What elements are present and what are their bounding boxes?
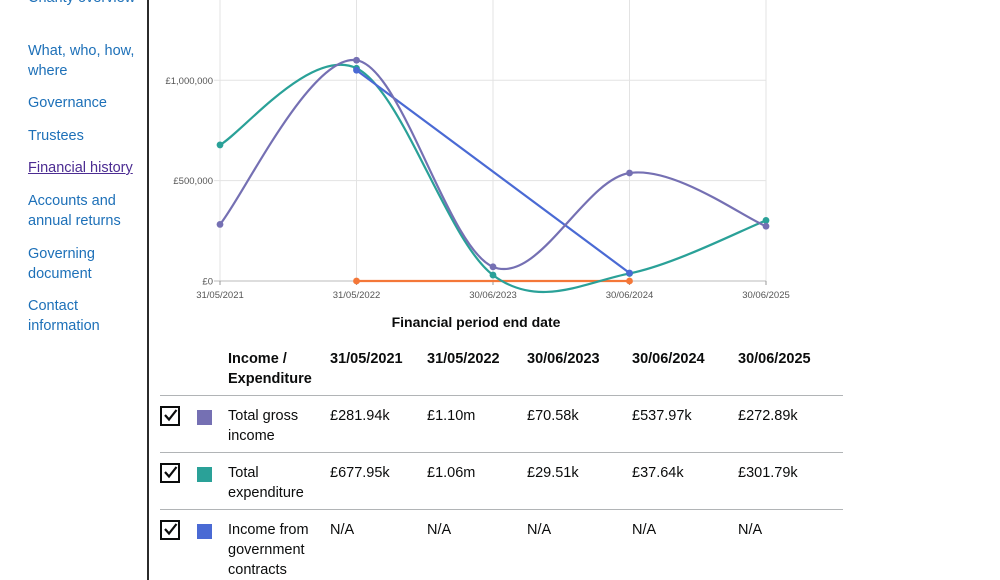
table-header-col-5: 30/06/2025 [738, 351, 811, 367]
cell-value: N/A [738, 522, 763, 538]
row-label: Total expenditure [228, 465, 304, 501]
sidebar-item-charity-overview[interactable]: Charity overview [28, 0, 143, 8]
row-label: Income from government contracts [228, 522, 309, 578]
checkmark-icon [164, 523, 178, 536]
chart-series [216, 56, 770, 294]
series-color-swatch [197, 524, 212, 539]
table-header-col-3: 30/06/2023 [527, 351, 600, 367]
sidebar-divider [147, 0, 149, 580]
checkmark-icon [164, 409, 178, 422]
row-label: Total gross income [228, 408, 299, 444]
series-color-swatch [197, 410, 212, 425]
sidebar-item-accounts-and-annual-returns[interactable]: Accounts and annual returns [28, 193, 121, 229]
sidebar-item-contact-information[interactable]: Contact information [28, 298, 100, 334]
cell-value: £301.79k [738, 465, 798, 481]
x-axis-title: Financial period end date [392, 314, 561, 330]
sidebar-item-governing-document[interactable]: Governing document [28, 246, 95, 282]
y-tick-label: £0 [202, 277, 213, 288]
cell-value: N/A [527, 522, 552, 538]
checkmark-icon [164, 466, 178, 479]
data-point [216, 221, 224, 228]
data-point [353, 66, 360, 74]
data-point [762, 222, 770, 230]
data-point [626, 269, 633, 277]
y-axis-ticks: £0 £500,000 £1,000,000 [165, 76, 213, 288]
y-tick-label: £500,000 [173, 176, 213, 187]
series-line [219, 59, 767, 271]
cell-value: £272.89k [738, 408, 798, 424]
data-point [626, 169, 633, 177]
row-checkbox[interactable] [160, 406, 180, 426]
data-point [489, 271, 497, 279]
data-point [216, 141, 224, 149]
table-header-col-4: 30/06/2024 [632, 351, 705, 367]
chart-grid [214, 0, 767, 282]
sidebar-nav: Charity overview What, who, how, where G… [0, 0, 148, 580]
series-line [355, 69, 631, 274]
x-tick-label: 31/05/2021 [196, 290, 244, 301]
table-divider [160, 395, 843, 396]
cell-value: £70.58k [527, 408, 579, 424]
x-tick-label: 30/06/2024 [606, 290, 654, 301]
cell-value: N/A [427, 522, 452, 538]
cell-value: £281.94k [330, 408, 390, 424]
x-tick-label: 31/05/2022 [333, 290, 381, 301]
table-divider [160, 509, 843, 510]
table-header-col-2: 31/05/2022 [427, 351, 500, 367]
cell-value: N/A [330, 522, 355, 538]
x-axis-ticks: 31/05/2021 31/05/2022 30/06/2023 30/06/2024… [196, 281, 790, 301]
series-color-swatch [197, 467, 212, 482]
sidebar-item-trustees[interactable]: Trustees [28, 128, 84, 144]
cell-value: £1.10m [427, 408, 476, 424]
table-header-col-1: 31/05/2021 [330, 351, 403, 367]
cell-value: £37.64k [632, 465, 684, 481]
cell-value: N/A [632, 522, 657, 538]
cell-value: £677.95k [330, 465, 390, 481]
data-point [353, 277, 360, 285]
cell-value: £29.51k [527, 465, 579, 481]
data-point [489, 263, 497, 271]
x-tick-label: 30/06/2025 [742, 290, 790, 301]
table-divider [160, 452, 843, 453]
row-checkbox[interactable] [160, 520, 180, 540]
x-tick-label: 30/06/2023 [469, 290, 517, 301]
table-header-label: Income / Expenditure [228, 351, 312, 387]
row-checkbox[interactable] [160, 463, 180, 483]
cell-value: £537.97k [632, 408, 692, 424]
financial-history-chart: £0£500,000£1,000,000 31/05/2021 31/05/202… [165, 0, 790, 330]
sidebar-item-financial-history[interactable]: Financial history [28, 160, 133, 176]
data-point [626, 277, 633, 285]
sidebar-item-governance[interactable]: Governance [28, 95, 107, 111]
sidebar-item-what-who-how-where[interactable]: What, who, how, where [28, 43, 135, 79]
series-line [219, 63, 767, 294]
cell-value: £1.06m [427, 465, 476, 481]
data-point [762, 217, 770, 224]
y-tick-label: £1,000,000 [165, 76, 213, 87]
data-point [353, 56, 360, 64]
